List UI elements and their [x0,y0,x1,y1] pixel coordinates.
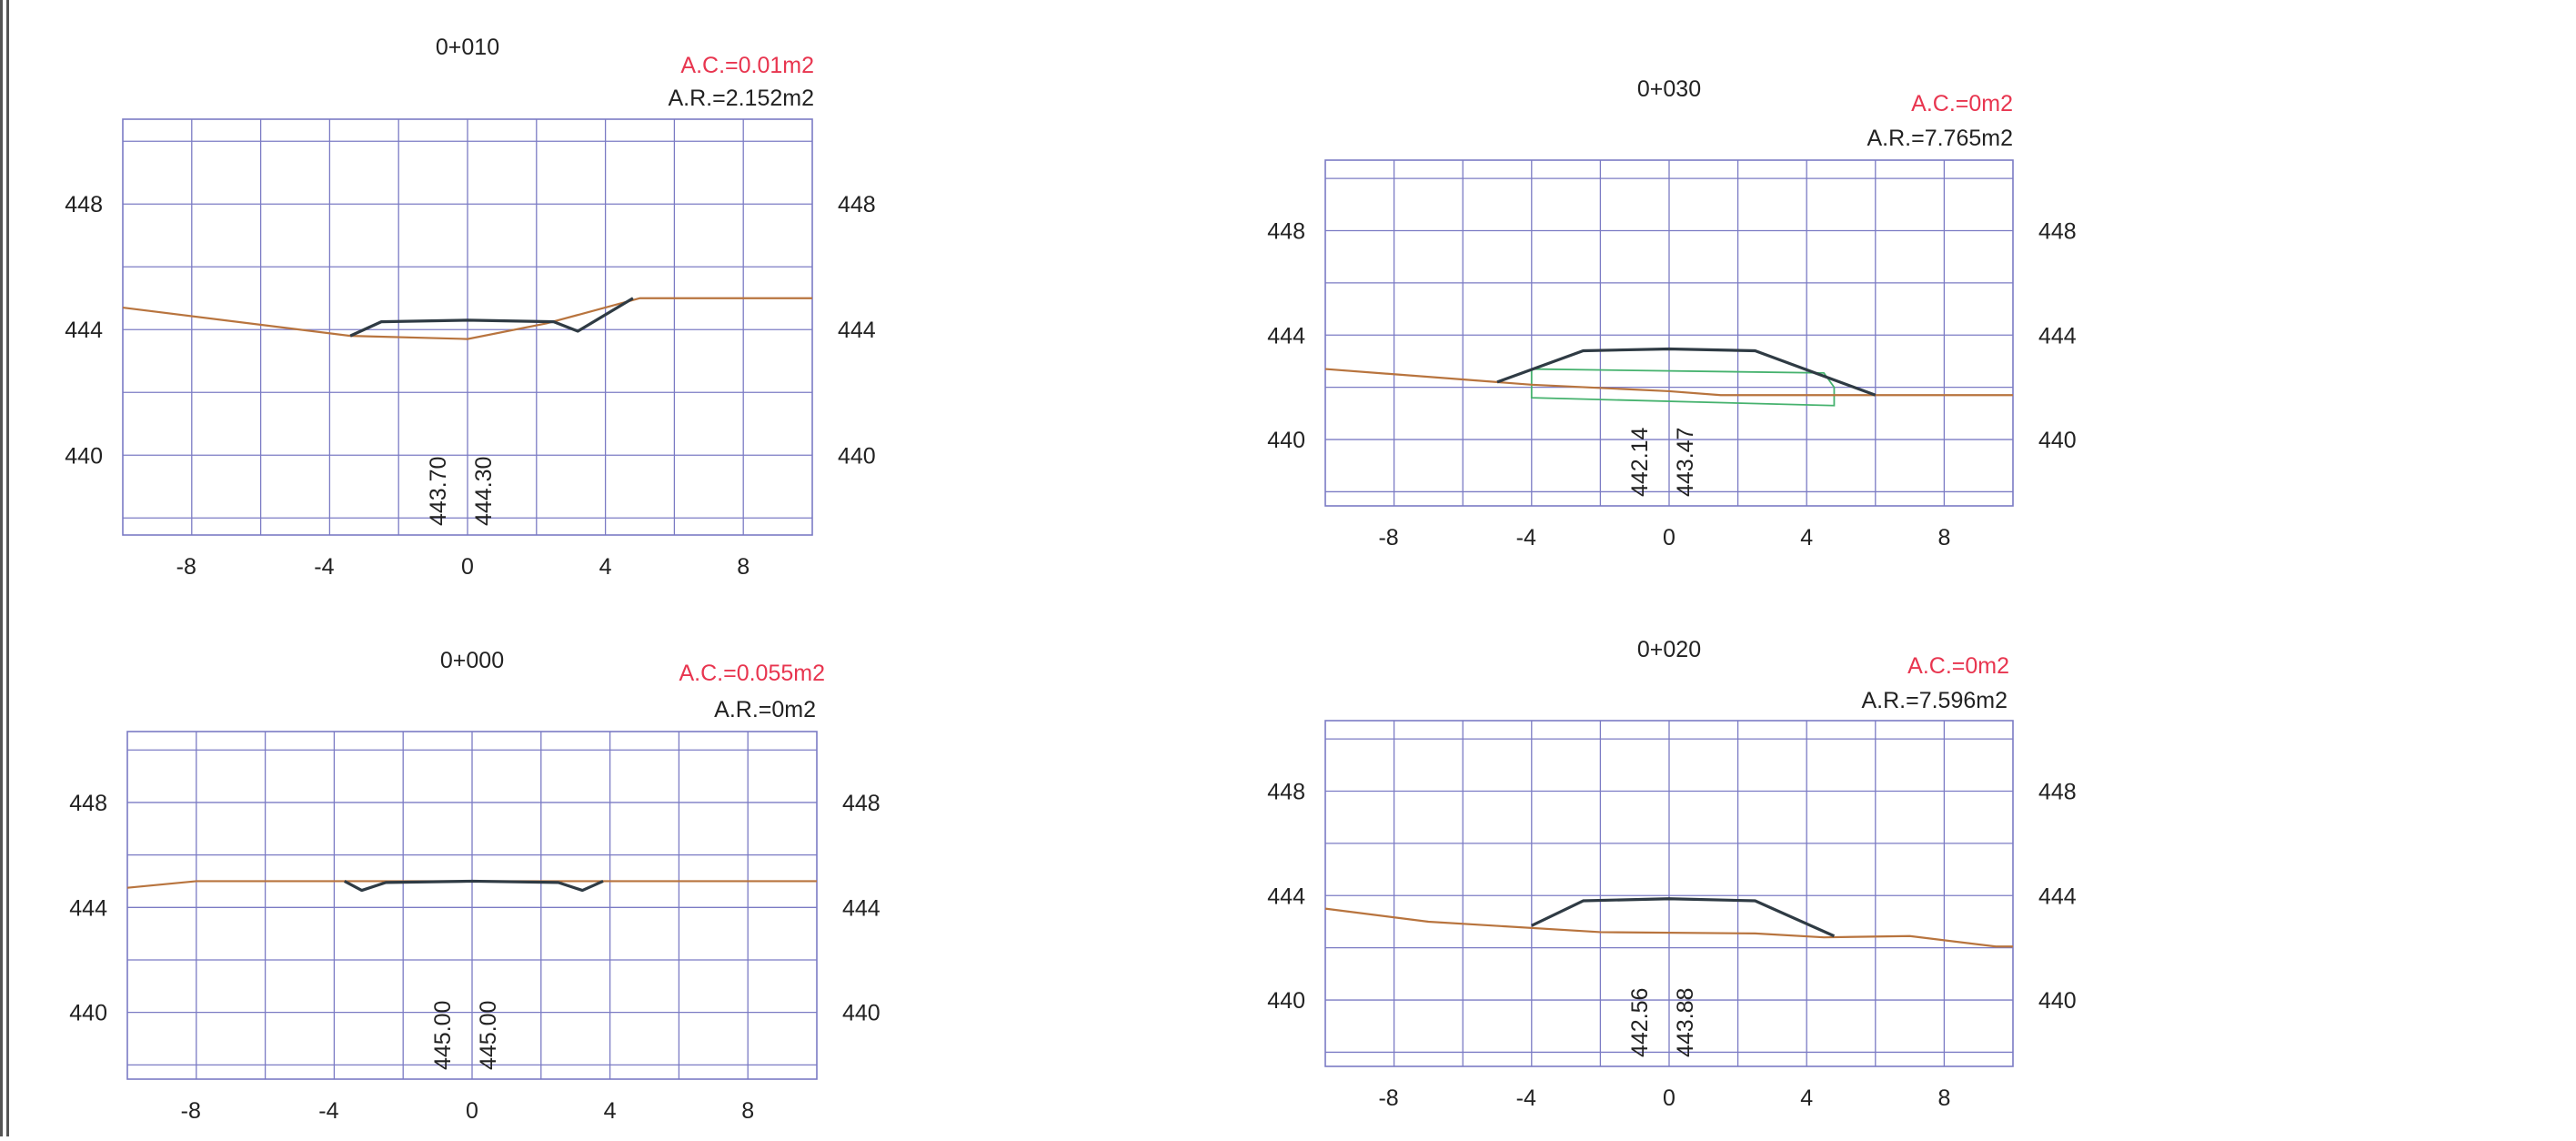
x-tick-label: 4 [1800,1085,1813,1111]
area-fill-label: A.R.=7.596m2 [1861,688,2007,713]
road-profile [1496,347,1877,397]
area-cut-label: A.C.=0.055m2 [679,661,825,686]
pipe-outline [1530,368,1836,407]
elevation-label: 445.00 [476,1001,501,1070]
y-tick-label-left: 448 [1267,219,1305,245]
x-tick-label: -8 [181,1098,201,1124]
elevation-label: 443.88 [1673,988,1698,1057]
x-tick-label: -8 [176,554,196,580]
cross-section-0-010: 448 448 444 444 440 440 -8 -4 0 4 8 0+010 A.C.=0.01m… [65,35,876,580]
y-tick-label-left: 448 [69,791,107,816]
x-tick-label: 8 [737,554,750,580]
area-fill-label: A.R.=0m2 [714,697,816,722]
y-tick-label-right: 444 [2038,323,2077,348]
x-tick-label: 0 [461,554,474,580]
x-tick-label: 0 [1663,525,1675,550]
y-tick-label-right: 448 [2038,219,2077,245]
x-tick-label: 4 [1800,525,1813,550]
elevation-label: 442.14 [1627,427,1653,497]
elevation-label: 444.30 [471,457,497,526]
y-tick-label-left: 440 [1267,428,1305,453]
elevation-label: 443.70 [426,457,451,526]
area-cut-label: A.C.=0.01m2 [680,53,814,78]
x-tick-label: -4 [1516,1085,1536,1111]
panel-frame [1324,159,2014,507]
y-tick-label-right: 440 [842,1001,880,1026]
x-tick-label: -4 [1516,525,1536,550]
sheet-border-left-inner [6,0,9,1136]
y-tick-label-right: 444 [838,318,876,343]
terrain-line [122,297,812,340]
x-tick-label: 8 [1937,525,1950,550]
y-tick-label-right: 448 [842,791,880,816]
cross-section-0-030: 448 448 444 444 440 440 -8 -4 0 4 8 0+030 A.C.=0m2 A.… [1267,76,2077,550]
x-tick-label: 8 [1937,1085,1950,1111]
x-tick-label: -4 [314,554,334,580]
area-fill-label: A.R.=7.765m2 [1867,126,2013,151]
elevation-label: 445.00 [430,1001,456,1070]
panel-frame [122,118,813,536]
y-tick-label-right: 448 [838,192,876,217]
y-tick-label-left: 448 [1267,780,1305,805]
elevation-label: 442.56 [1627,988,1653,1057]
cross-section-0-020: 448 448 444 444 440 440 -8 -4 0 4 8 0+020 A.C.=0m2 A.… [1267,637,2077,1111]
y-tick-label-left: 440 [65,443,103,469]
x-tick-label: -8 [1378,1085,1398,1111]
x-tick-label: 8 [741,1098,754,1124]
y-tick-label-right: 444 [2038,884,2077,909]
y-tick-label-left: 440 [1267,988,1305,1014]
road-profile [344,879,604,893]
y-tick-label-right: 448 [2038,780,2077,805]
y-tick-label-left: 444 [65,318,103,343]
x-tick-label: -8 [1378,525,1398,550]
area-cut-label: A.C.=0m2 [1907,653,2009,679]
y-tick-label-left: 440 [69,1001,107,1026]
area-cut-label: A.C.=0m2 [1911,91,2013,116]
elevation-label: 443.47 [1673,428,1698,497]
panel-frame [1324,720,2014,1067]
y-tick-label-left: 444 [69,895,107,921]
x-tick-label: 0 [1663,1085,1675,1111]
road-profile [1531,897,1836,938]
station-label: 0+030 [1637,76,1701,102]
terrain-line [126,880,817,889]
station-label: 0+000 [440,648,504,673]
y-tick-label-right: 440 [838,443,876,469]
y-tick-label-left: 444 [1267,323,1305,348]
area-fill-label: A.R.=2.152m2 [668,86,814,111]
station-label: 0+010 [436,35,499,60]
y-tick-label-right: 444 [842,895,880,921]
y-tick-label-right: 440 [2038,988,2077,1014]
panel-frame [126,731,818,1080]
x-tick-label: 4 [599,554,612,580]
road-profile [349,297,634,338]
x-tick-label: -4 [318,1098,338,1124]
x-tick-label: 4 [604,1098,617,1124]
sheet-border-left-outer [0,0,3,1136]
station-label: 0+020 [1637,637,1701,662]
y-tick-label-left: 448 [65,192,103,217]
y-tick-label-left: 444 [1267,884,1305,909]
x-tick-label: 0 [466,1098,478,1124]
terrain-line [1324,907,2013,948]
cross-section-0-000: 448 448 444 444 440 440 -8 -4 0 4 8 0+000 A.C.=0.055… [69,648,880,1124]
y-tick-label-right: 440 [2038,428,2077,453]
